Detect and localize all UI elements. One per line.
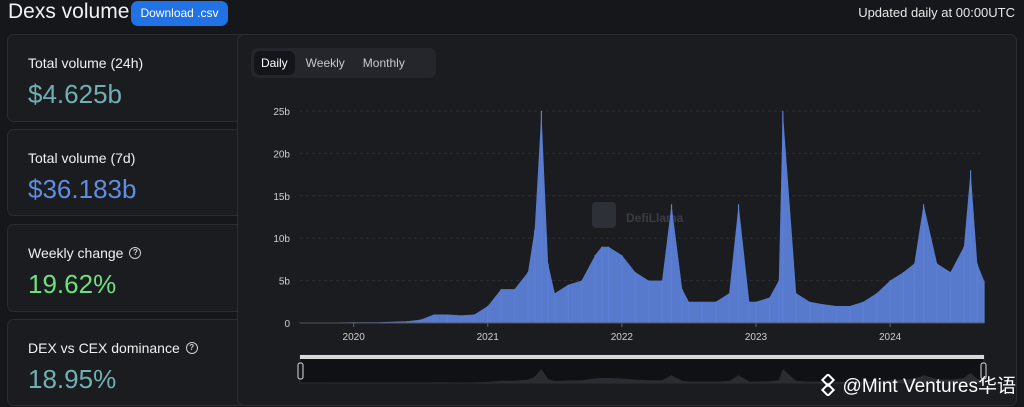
stat-label: DEX vs CEX dominance — [28, 340, 180, 356]
x-tick-label: 2023 — [745, 332, 768, 343]
overlay-text: @Mint Ventures华语 — [842, 376, 1016, 397]
volume-series-area — [300, 111, 984, 323]
stat-card-dex-vs-cex: DEX vs CEX dominance? 18.95% — [7, 319, 257, 406]
y-tick-label: 10b — [273, 234, 290, 245]
download-csv-button[interactable]: Download .csv — [131, 1, 228, 26]
brush-handle-left[interactable] — [297, 362, 304, 380]
stat-value: $4.625b — [28, 79, 122, 109]
interval-tabs: Daily Weekly Monthly — [251, 48, 436, 78]
stat-value: 19.62% — [28, 269, 117, 299]
y-tick-label: 20b — [273, 149, 290, 160]
binance-logo-icon — [820, 373, 835, 396]
stat-value: $36.183b — [28, 174, 137, 204]
brush-handle-right[interactable] — [980, 362, 987, 380]
stat-card-weekly-change: Weekly change? 19.62% — [7, 224, 257, 312]
brush-preview — [300, 369, 984, 383]
overlay-watermark: @Mint Ventures华语 — [817, 371, 1016, 398]
chart-panel: Daily Weekly Monthly 25b 20b 15b 10b 5b 0 2020… — [237, 34, 1017, 406]
x-tick-label: 2022 — [611, 332, 634, 343]
stat-label: Total volume (24h) — [28, 55, 144, 71]
tab-monthly[interactable]: Monthly — [362, 56, 405, 70]
volume-chart[interactable]: 25b 20b 15b 10b 5b 0 2020 2021 2022 2023 2024 DefiL… — [238, 35, 1018, 407]
y-tick-label: 25b — [273, 107, 290, 118]
y-tick-label: 5b — [279, 277, 291, 288]
stat-label: Weekly change — [28, 245, 124, 261]
help-icon[interactable]: ? — [129, 247, 142, 259]
y-tick-label: 0 — [284, 319, 290, 330]
brush-bar — [300, 355, 984, 359]
stat-value: 18.95% — [28, 364, 117, 394]
stat-label: Total volume (7d) — [28, 150, 136, 166]
page-title: Dexs volume — [8, 0, 130, 23]
watermark-text: DefiLlama — [626, 211, 684, 225]
x-tick-label: 2021 — [477, 332, 500, 343]
stat-card-volume-7d: Total volume (7d) $36.183b — [7, 129, 257, 216]
help-icon[interactable]: ? — [185, 342, 198, 354]
x-tick-label: 2020 — [343, 332, 366, 343]
x-tick-label: 2024 — [879, 332, 902, 343]
tab-daily[interactable]: Daily — [254, 51, 295, 75]
y-tick-label: 15b — [273, 192, 290, 203]
stat-card-volume-24h: Total volume (24h) $4.625b — [7, 34, 257, 122]
tab-weekly[interactable]: Weekly — [305, 56, 345, 70]
update-note: Updated daily at 00:00UTC — [858, 5, 1015, 20]
watermark-logo-icon — [592, 202, 616, 228]
